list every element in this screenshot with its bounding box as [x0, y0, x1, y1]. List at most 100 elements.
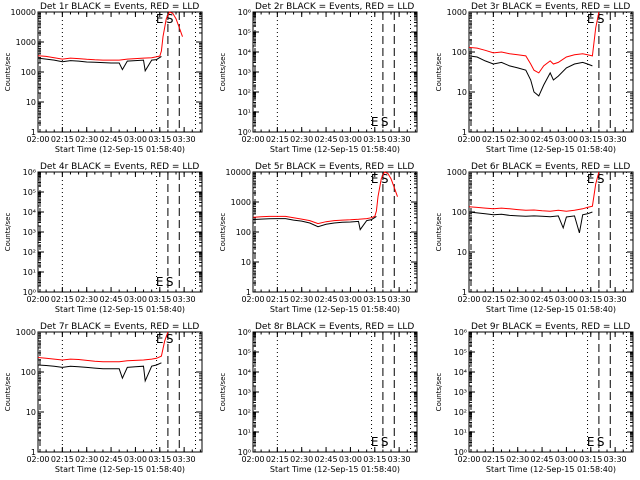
y-tick-label: 10: [457, 248, 467, 257]
marker-label-s: S: [381, 115, 389, 129]
y-axis-label: Counts/sec: [435, 373, 443, 412]
x-axis-label: Start Time (12-Sep-15 01:58:40): [486, 145, 616, 154]
x-tick-label: 02:45: [315, 135, 338, 144]
series-line-lld: [37, 331, 169, 363]
y-tick-label: 100: [452, 208, 467, 217]
detector-panel-2: Det 2r BLACK = Events, RED = LLD 10⁰ 10¹ 10…: [219, 2, 418, 154]
y-tick-label: 1: [31, 448, 36, 457]
y-tick-label: 10000: [226, 168, 251, 177]
x-tick-label: 02:30: [506, 295, 529, 304]
y-tick-label: 10²: [23, 248, 36, 257]
marker-label-s: S: [166, 332, 174, 346]
x-tick-label: 02:30: [290, 295, 313, 304]
y-tick-label: 1000: [231, 198, 251, 207]
series-line-lld: [252, 171, 398, 225]
x-tick-label: 03:15: [148, 295, 171, 304]
y-tick-label: 10⁴: [23, 208, 36, 217]
x-tick-label: 02:00: [457, 135, 480, 144]
y-tick-label: 10⁴: [238, 48, 251, 57]
y-tick-label: 1: [462, 128, 467, 137]
y-tick-label: 10⁶: [238, 8, 251, 17]
x-tick-label: 02:00: [26, 295, 49, 304]
x-tick-label: 03:00: [555, 135, 578, 144]
x-axis-label: Start Time (12-Sep-15 01:58:40): [55, 465, 185, 474]
panel-title: Det 8r BLACK = Events, RED = LLD: [255, 322, 414, 332]
y-tick-label: 1: [31, 128, 36, 137]
x-tick-label: 03:30: [173, 455, 196, 464]
x-axis-label: Start Time (12-Sep-15 01:58:40): [486, 465, 616, 474]
y-axis-label: Counts/sec: [4, 213, 12, 252]
y-tick-label: 10⁵: [238, 348, 251, 357]
marker-label-s: S: [166, 275, 174, 289]
x-tick-label: 03:00: [124, 295, 147, 304]
marker-label-s: S: [166, 12, 174, 26]
marker-label-e: E: [156, 275, 164, 289]
detector-panel-7: Det 7r BLACK = Events, RED = LLD 1 10 100 10…: [4, 322, 203, 474]
y-tick-label: 1: [246, 288, 251, 297]
x-tick-label: 03:15: [148, 135, 171, 144]
y-axis-label: Counts/sec: [219, 373, 227, 412]
x-tick-label: 02:15: [482, 455, 505, 464]
x-tick-label: 02:00: [26, 135, 49, 144]
x-tick-label: 02:45: [100, 135, 123, 144]
panel-title: Det 5r BLACK = Events, RED = LLD: [255, 162, 414, 172]
plot-frame: [37, 331, 203, 453]
x-tick-label: 03:15: [579, 455, 602, 464]
marker-label-s: S: [597, 172, 605, 186]
x-tick-label: 02:45: [531, 135, 554, 144]
x-tick-label: 02:15: [51, 295, 74, 304]
y-tick-label: 10²: [238, 408, 251, 417]
x-tick-label: 02:30: [290, 135, 313, 144]
series-line-events: [37, 55, 162, 73]
x-axis-label: Start Time (12-Sep-15 01:58:40): [270, 145, 400, 154]
y-axis-label: Counts/sec: [219, 53, 227, 92]
x-tick-label: 03:00: [339, 295, 362, 304]
x-tick-label: 03:30: [604, 135, 627, 144]
marker-label-e: E: [371, 115, 379, 129]
detector-panel-6: Det 6r BLACK = Events, RED = LLD 1 10 100 10…: [435, 162, 634, 314]
y-tick-label: 10³: [238, 68, 251, 77]
y-tick-label: 10¹: [238, 108, 251, 117]
marker-label-e: E: [587, 435, 595, 449]
marker-label-e: E: [587, 12, 595, 26]
marker-label-s: S: [597, 12, 605, 26]
y-tick-label: 10⁶: [454, 328, 467, 337]
y-tick-label: 10⁰: [238, 448, 251, 457]
plot-frame: [468, 171, 634, 293]
x-tick-label: 03:30: [388, 455, 411, 464]
x-axis-label: Start Time (12-Sep-15 01:58:40): [270, 305, 400, 314]
y-tick-label: 10: [26, 98, 36, 107]
x-axis-label: Start Time (12-Sep-15 01:58:40): [55, 305, 185, 314]
y-tick-label: 10²: [238, 88, 251, 97]
y-tick-label: 10³: [454, 388, 467, 397]
x-tick-label: 03:30: [173, 295, 196, 304]
y-tick-label: 10⁰: [23, 288, 36, 297]
x-tick-label: 03:30: [604, 455, 627, 464]
x-tick-label: 02:00: [457, 455, 480, 464]
y-tick-label: 100: [236, 228, 251, 237]
y-tick-label: 1000: [447, 8, 467, 17]
x-tick-label: 02:15: [482, 295, 505, 304]
detector-panel-3: Det 3r BLACK = Events, RED = LLD 1 10 100 10…: [435, 2, 634, 154]
x-tick-label: 02:45: [100, 455, 123, 464]
y-tick-label: 10⁴: [238, 368, 251, 377]
x-tick-label: 02:45: [531, 455, 554, 464]
y-tick-label: 100: [452, 48, 467, 57]
x-tick-label: 03:15: [363, 455, 386, 464]
y-tick-label: 10: [457, 88, 467, 97]
x-tick-label: 02:00: [457, 295, 480, 304]
y-tick-label: 10¹: [238, 428, 251, 437]
panel-title: Det 9r BLACK = Events, RED = LLD: [471, 322, 630, 332]
x-tick-label: 02:45: [100, 295, 123, 304]
marker-label-e: E: [587, 172, 595, 186]
y-tick-label: 10⁰: [238, 128, 251, 137]
x-tick-label: 02:45: [315, 455, 338, 464]
x-tick-label: 03:30: [604, 295, 627, 304]
x-tick-label: 03:00: [555, 295, 578, 304]
x-tick-label: 02:30: [75, 295, 98, 304]
x-tick-label: 02:30: [290, 455, 313, 464]
panel-title: Det 2r BLACK = Events, RED = LLD: [255, 2, 414, 12]
y-tick-label: 1: [462, 288, 467, 297]
y-tick-label: 1000: [447, 168, 467, 177]
